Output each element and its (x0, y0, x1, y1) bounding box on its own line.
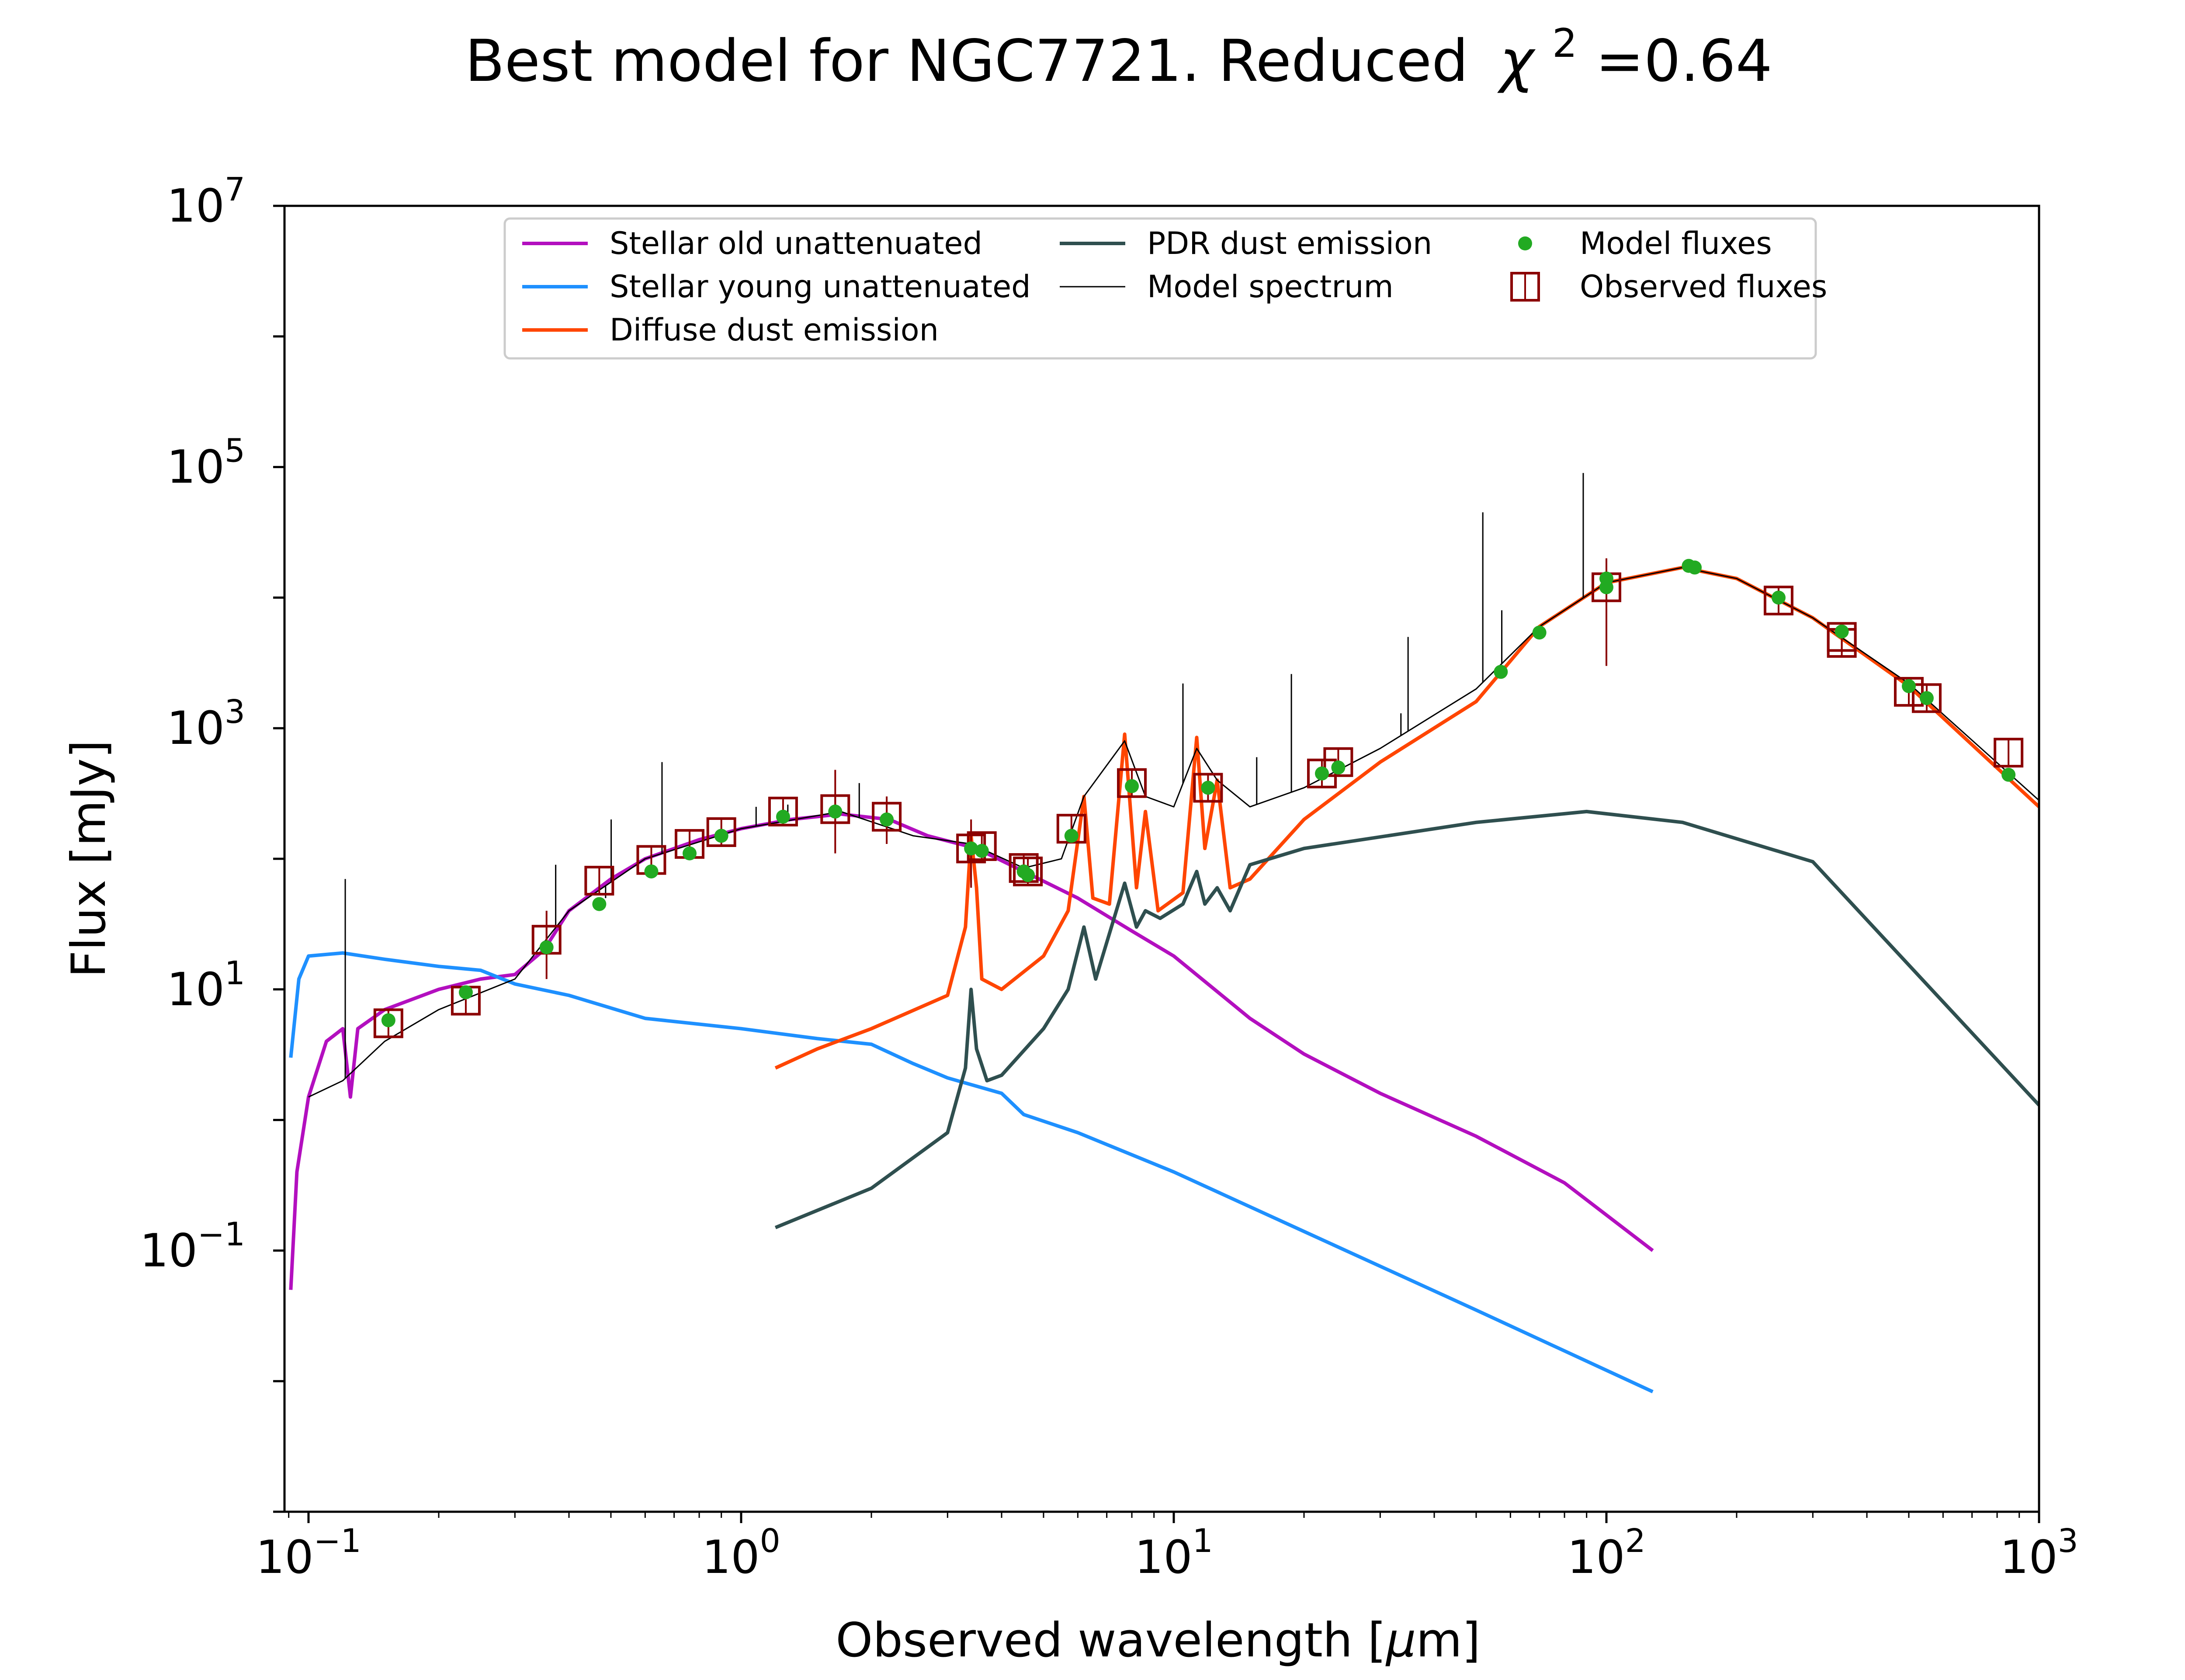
x-tick-label: 103 (2000, 1522, 2078, 1584)
model-flux-point (592, 897, 607, 911)
model-flux-point (1688, 560, 1702, 575)
legend-item-model-fluxes: Model fluxes (1518, 226, 1772, 261)
y-tick-label: 107 (167, 171, 245, 233)
x-tick-label: 100 (702, 1522, 780, 1584)
legend-label: Model spectrum (1147, 269, 1394, 305)
x-axis-label-mu: μ (1385, 1613, 1416, 1668)
model-flux-point (381, 1013, 395, 1027)
axis-ticks: 10−1 100 101 102 103 107 105 103 101 10−1 (140, 171, 2078, 1584)
chart-title-chi: χ (1497, 28, 1536, 95)
model-flux-point (714, 829, 728, 843)
y-axis-label: Flux [mJy] (62, 740, 116, 978)
model-flux-point (1125, 779, 1139, 793)
model-flux-point (828, 804, 843, 819)
legend-box (503, 217, 1817, 360)
legend-item-pdr-dust-emission: PDR dust emission (1060, 226, 1432, 261)
x-tick-label: 10−1 (256, 1522, 361, 1584)
model-flux-point (880, 812, 894, 827)
legend-item-stellar-young-unattenuated: Stellar young unattenuated (522, 269, 1031, 305)
legend-label: Stellar young unattenuated (610, 269, 1031, 305)
y-tick-label: 101 (167, 955, 245, 1016)
legend-label: Model fluxes (1580, 226, 1772, 261)
legend-label: PDR dust emission (1147, 226, 1432, 261)
model-flux-point (2001, 767, 2016, 782)
plot-area (289, 473, 2039, 1394)
model-flux-point (1201, 781, 1215, 795)
series-line-pdr-dust-emission (774, 809, 2039, 1229)
series-line-stellar-young-unattenuated (289, 951, 1654, 1394)
model-flux-point (1599, 571, 1613, 586)
legend-label: Diffuse dust emission (610, 312, 939, 348)
model-flux-point (1064, 829, 1079, 843)
legend-item-observed-fluxes: Observed fluxes (1510, 269, 1827, 305)
model-flux-point (1494, 665, 1508, 679)
legend-swatch (1518, 236, 1532, 250)
model-flux-point (1532, 625, 1547, 640)
axes-frame (283, 205, 2040, 1513)
model-flux-point (539, 940, 554, 955)
model-flux-point (975, 843, 989, 858)
legend-item-model-spectrum: Model spectrum (1060, 269, 1394, 305)
chart-title-main: Best model for NGC7721. Reduced (465, 28, 1468, 95)
chart-title-chi-value: =0.64 (1595, 28, 1772, 95)
model-flux-point (1919, 691, 1934, 705)
y-tick-label: 10−1 (140, 1215, 245, 1277)
legend-item-stellar-old-unattenuated: Stellar old unattenuated (522, 226, 982, 261)
model-flux-point (1901, 679, 1916, 693)
x-axis-label-unit: m] (1416, 1613, 1480, 1668)
legend-label: Observed fluxes (1580, 269, 1827, 305)
model-flux-point (1771, 590, 1786, 605)
x-tick-label: 102 (1567, 1522, 1645, 1584)
series-line-model-spectrum (308, 567, 2039, 1098)
model-flux-point (1331, 760, 1346, 775)
model-flux-point (644, 864, 659, 878)
y-tick-label: 105 (167, 432, 245, 494)
model-flux-point (458, 985, 473, 1000)
chart-title: Best model for NGC7721. Reduced χ 2 =0.6… (465, 3, 1772, 95)
model-flux-point (964, 841, 978, 856)
chart-title-chi-exp: 2 (1552, 21, 1577, 66)
model-flux-point (1021, 868, 1035, 882)
model-flux-point (1314, 766, 1329, 781)
x-tick-label: 101 (1134, 1522, 1213, 1584)
legend-label: Stellar old unattenuated (610, 226, 982, 261)
x-axis-label-main: Observed wavelength [ (836, 1613, 1386, 1668)
x-axis-label: Observed wavelength [μm] (836, 1613, 1481, 1668)
y-tick-label: 103 (167, 693, 245, 755)
legend: Stellar old unattenuated Stellar young un… (503, 217, 1827, 360)
legend-item-diffuse-dust-emission: Diffuse dust emission (522, 312, 939, 348)
model-flux-point (1835, 624, 1849, 639)
model-flux-point (776, 809, 790, 824)
model-flux-point (682, 846, 697, 861)
